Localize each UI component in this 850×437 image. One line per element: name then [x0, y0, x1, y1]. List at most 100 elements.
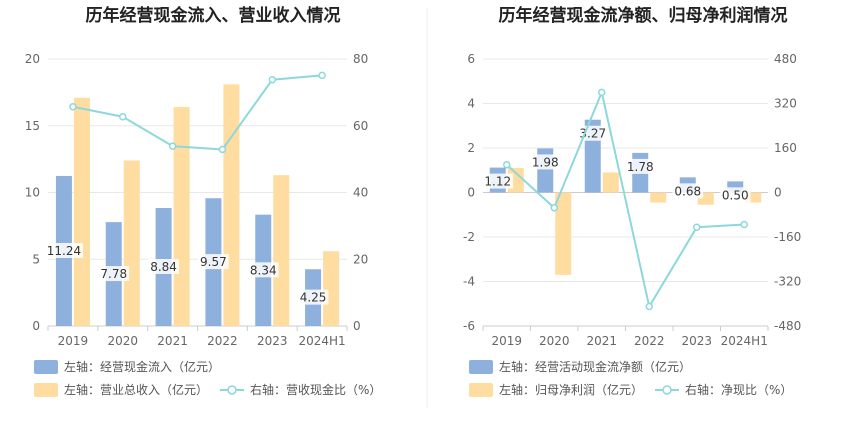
right-bar-label-bg: [529, 154, 561, 170]
left-x-tick-label: 2019: [58, 334, 89, 348]
left-y-left-tick: 20: [25, 52, 40, 66]
right-ratio-line: [506, 89, 745, 310]
right-bar-orange: [650, 192, 667, 203]
right-y-right-tick: 0: [774, 186, 782, 200]
right-legend-swatch-orange: [469, 383, 493, 397]
right-ratio-point: [598, 88, 606, 97]
left-ratio-point: [69, 102, 77, 111]
right-y-left-tick: -6: [463, 319, 475, 333]
left-legend-label: 左轴：营业总收入（亿元）: [64, 382, 208, 397]
right-ratio-point: [740, 220, 748, 229]
left-bar-label: 11.24: [47, 244, 81, 258]
right-y-left-tick: 4: [467, 97, 475, 111]
right-bar-blue: [727, 181, 744, 193]
left-y-right-tick: 40: [353, 186, 368, 200]
left-bar-label-bg: [98, 266, 130, 282]
right-bar-orange: [602, 172, 619, 193]
left-y-left-tick: 10: [25, 186, 40, 200]
right-y-right-tick: 480: [774, 52, 797, 66]
left-y-left-tick: 15: [25, 119, 40, 133]
left-y-right-tick: 60: [353, 119, 368, 133]
right-ratio-point: [693, 223, 701, 232]
right-bar-label-bg: [672, 183, 704, 199]
left-legend-swatch-orange: [34, 383, 58, 397]
left-ratio-point: [318, 71, 326, 80]
right-y-left-tick: -2: [463, 230, 475, 244]
left-bar-orange: [273, 175, 290, 326]
right-bar-label: 0.50: [722, 188, 749, 202]
right-bar-label: 1.12: [484, 175, 511, 189]
right-bar-orange: [555, 192, 572, 275]
left-legend-swatch-blue: [34, 360, 58, 374]
left-bar-label: 7.78: [100, 267, 127, 281]
right-bar-label: 1.98: [532, 155, 559, 169]
left-bar-label-bg: [247, 262, 279, 278]
left-bar-orange: [73, 97, 90, 326]
left-x-tick-label: 2022: [207, 334, 238, 348]
right-y-right-tick: 160: [774, 141, 797, 155]
left-x-tick-label: 2023: [257, 334, 288, 348]
left-bar-label-bg: [297, 289, 329, 305]
right-bar-label: 1.78: [627, 160, 654, 174]
left-y-right-tick: 80: [353, 52, 368, 66]
right-y-right-tick: -320: [774, 275, 801, 289]
right-chart: 历年经营现金流净额、归母净利润情况 -6 -4 -2 0 2 4 6 -480 -320 -160 0…: [463, 5, 801, 397]
right-bar-orange: [745, 192, 762, 203]
left-bar-label: 9.57: [200, 255, 227, 269]
right-y-left-tick: 0: [467, 186, 475, 200]
right-bar-label-bg: [482, 173, 514, 189]
left-bar-label-bg: [198, 254, 229, 270]
left-legend-label: 左轴：经营现金流入（亿元）: [64, 359, 220, 374]
right-chart-title: 历年经营现金流净额、归母净利润情况: [499, 5, 788, 26]
right-bar-label-bg: [624, 158, 656, 174]
left-bar-label: 8.34: [250, 263, 277, 277]
left-y-left-tick: 0: [32, 319, 40, 333]
right-y-right-tick: 320: [774, 97, 797, 111]
right-x-tick-label: 2021: [586, 334, 617, 348]
right-legend-label: 右轴：净现比（%）: [685, 382, 792, 397]
right-x-tick-label: 2020: [539, 334, 570, 348]
right-legend-swatch-marker: [662, 385, 672, 395]
right-ratio-point: [550, 204, 558, 212]
right-x-tick-label: 2022: [634, 334, 665, 348]
left-y-left-tick: 5: [32, 252, 40, 266]
left-bar-label-bg: [148, 258, 179, 274]
left-ratio-point: [119, 112, 127, 121]
right-legend-label: 左轴：归母净利润（亿元）: [499, 382, 643, 397]
left-chart: 历年经营现金流入、营业收入情况 0 5 10 15 20 0 20 40 60 80 2019 2020…: [25, 5, 381, 397]
left-x-tick-label: 2021: [157, 334, 188, 348]
left-bar-label: 4.25: [300, 291, 327, 305]
right-y-left-tick: 6: [467, 52, 475, 66]
right-bar-label-bg: [577, 125, 609, 141]
left-bar-orange: [173, 107, 190, 326]
right-y-right-tick: -160: [774, 230, 801, 244]
left-ratio-point: [218, 145, 227, 154]
left-bar-label-bg: [44, 242, 83, 258]
right-legend-swatch-blue: [469, 360, 493, 374]
left-ratio-point: [268, 75, 276, 84]
right-x-tick-label: 2019: [491, 334, 522, 348]
left-legend-label: 右轴：营收现金比（%）: [250, 382, 381, 397]
left-chart-title: 历年经营现金流入、营业收入情况: [86, 5, 341, 26]
left-ratio-line: [72, 74, 323, 151]
left-bar-orange: [223, 84, 240, 327]
left-bar-label: 8.84: [150, 260, 177, 274]
left-x-tick-label: 2020: [107, 334, 138, 348]
left-y-right-tick: 20: [353, 252, 368, 266]
left-bar-orange: [123, 160, 140, 326]
right-x-tick-label: 2024H1: [721, 334, 768, 348]
left-x-tick-label: 2024H1: [298, 334, 345, 348]
right-ratio-point: [503, 160, 511, 169]
left-bar-orange: [323, 251, 340, 326]
left-y-right-tick: 0: [353, 319, 361, 333]
left-ratio-point: [168, 142, 177, 150]
right-bar-label: 0.68: [674, 184, 701, 198]
right-bar-label-bg: [719, 187, 751, 203]
right-legend-label: 左轴：经营活动现金流净额（亿元）: [499, 359, 691, 374]
left-legend-swatch-marker: [227, 385, 237, 395]
right-ratio-point: [645, 302, 653, 311]
right-x-tick-label: 2023: [681, 334, 712, 348]
right-y-left-tick: -4: [463, 275, 475, 289]
